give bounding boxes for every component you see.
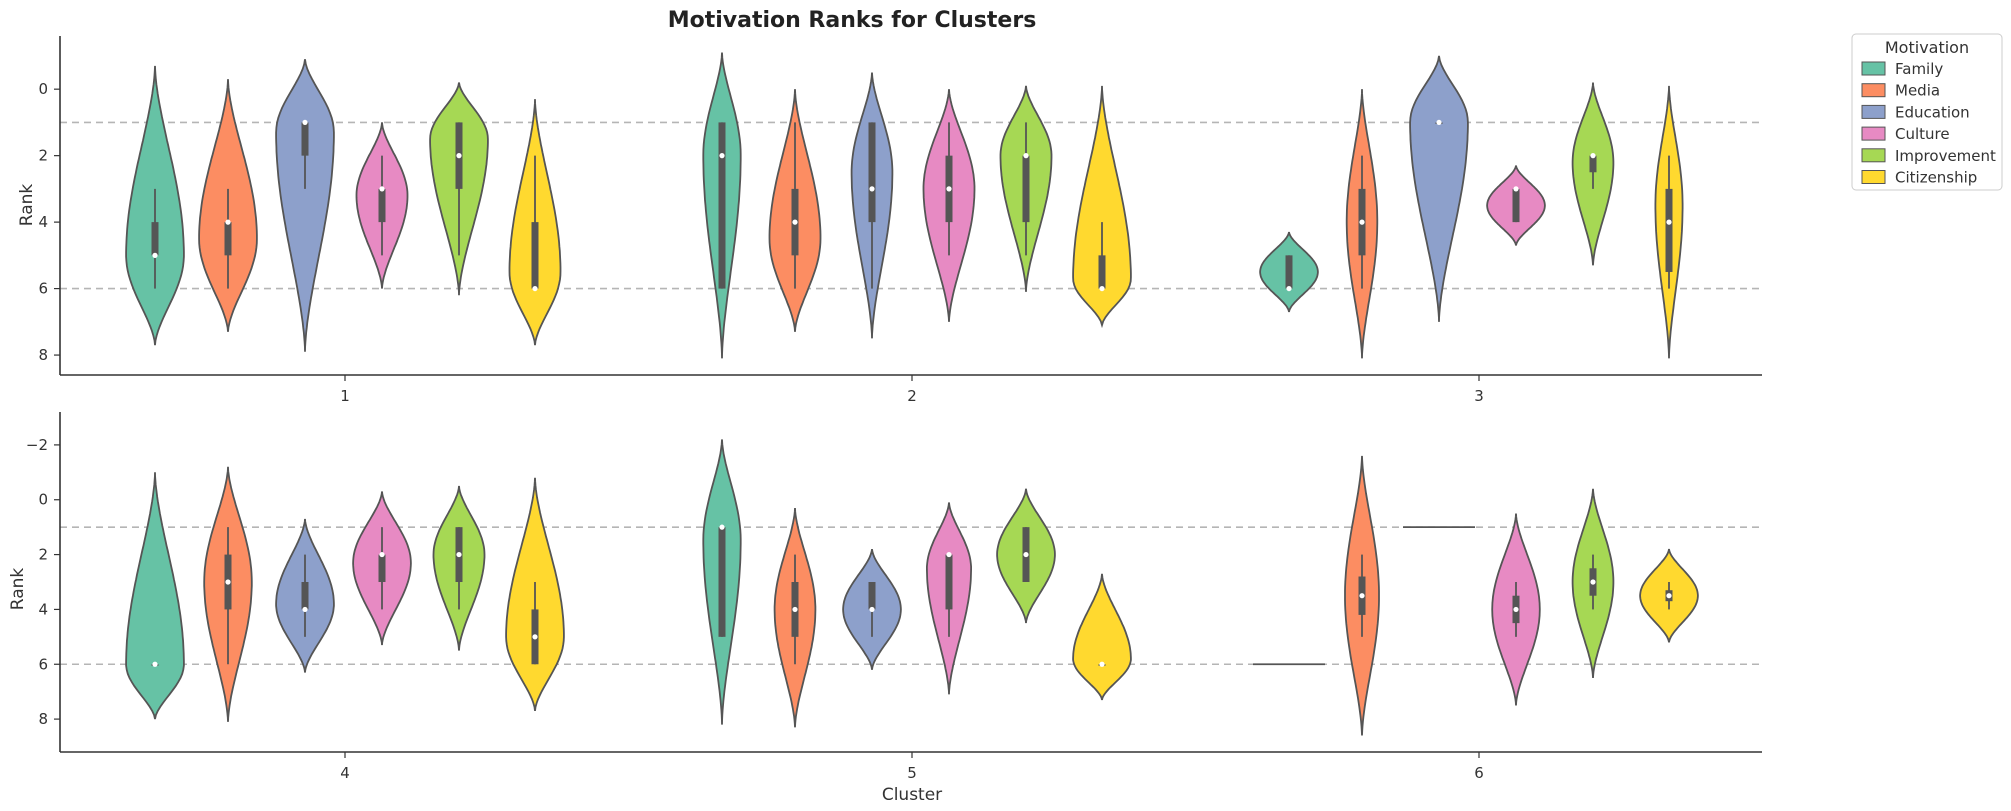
y-tick-label: 2 xyxy=(38,546,48,564)
violin-median-point xyxy=(1590,579,1596,585)
violin-iqr-box xyxy=(301,122,309,156)
violin-median-point xyxy=(1513,606,1519,613)
violin-median-point xyxy=(869,606,875,613)
violin-median-point xyxy=(379,186,385,192)
legend-title: Motivation xyxy=(1885,38,1969,57)
legend-label: Family xyxy=(1895,60,1943,78)
violin-median-point xyxy=(792,606,798,613)
x-axis-label: Cluster xyxy=(882,785,942,805)
y-axis-label-bottom: Rank xyxy=(8,568,28,611)
legend: Motivation Family Media Education Culture Im… xyxy=(1851,33,2003,191)
y-tick-label: 4 xyxy=(38,213,48,231)
violin-iqr-box xyxy=(1022,155,1030,223)
legend-label: Culture xyxy=(1895,125,1950,143)
legend-swatch xyxy=(1861,83,1886,98)
legend-label: Media xyxy=(1895,82,1940,100)
violin-median-point xyxy=(532,634,538,640)
legend-frame xyxy=(1851,33,2003,191)
x-tick-label: 3 xyxy=(1474,387,1484,405)
x-tick-label: 2 xyxy=(907,387,917,405)
legend-label: Improvement xyxy=(1895,147,1996,165)
violin-median-point xyxy=(152,252,158,258)
violin-median-point xyxy=(1666,219,1672,225)
x-tick-label: 5 xyxy=(907,764,917,782)
x-tick-label: 4 xyxy=(340,764,350,782)
legend-swatch xyxy=(1861,104,1886,119)
chart-title: Motivation Ranks for Clusters xyxy=(668,8,1037,33)
violin-median-point xyxy=(946,551,952,558)
violin-body xyxy=(1072,573,1132,701)
y-tick-label: 6 xyxy=(38,280,48,298)
violin-iqr-box xyxy=(378,554,386,582)
violin-median-point xyxy=(719,524,725,530)
violin-median-point xyxy=(719,153,725,159)
violin-median-point xyxy=(1590,153,1596,159)
y-axis-label-top: Rank xyxy=(17,184,37,227)
violin-iqr-box xyxy=(1285,255,1293,289)
x-tick-label: 1 xyxy=(340,387,350,405)
y-tick-label: 8 xyxy=(38,710,48,728)
violin-iqr-box xyxy=(1512,188,1520,223)
violin-median-point xyxy=(1286,285,1292,292)
y-tick-label: 6 xyxy=(38,655,48,673)
violin-median-point xyxy=(1666,593,1672,599)
violin-body xyxy=(275,59,335,352)
legend-swatch xyxy=(1861,148,1886,163)
violin-iqr-box xyxy=(531,222,539,289)
violin-median-point xyxy=(1023,153,1029,159)
violin-iqr-box xyxy=(151,222,159,256)
legend-label: Education xyxy=(1895,103,1970,121)
violin-body xyxy=(1409,55,1469,322)
violin-median-point xyxy=(792,219,798,225)
violin-iqr-box xyxy=(378,188,386,223)
violin-median-point xyxy=(456,551,462,558)
panels-group: 0 2 4 6 8 1 2 3 −2 0 2 4 6 8 4 5 6 xyxy=(26,36,1762,782)
violin-body xyxy=(1072,85,1132,329)
violin-median-point xyxy=(456,153,462,159)
violin-iqr-box xyxy=(945,554,953,610)
legend-swatch xyxy=(1861,126,1886,141)
y-tick-label: 0 xyxy=(38,491,48,509)
violin-body xyxy=(125,472,185,720)
violin-iqr-box xyxy=(301,582,309,610)
y-tick-label: −2 xyxy=(26,436,48,454)
violin-median-point xyxy=(869,186,875,192)
y-tick-label: 0 xyxy=(38,80,48,98)
violin-median-point xyxy=(1359,219,1365,225)
violin-median-point xyxy=(532,285,538,292)
violin-median-point xyxy=(152,661,158,667)
violin-iqr-box xyxy=(718,527,726,637)
y-tick-label: 4 xyxy=(38,600,48,618)
violin-median-point xyxy=(1513,186,1519,192)
x-tick-label: 6 xyxy=(1474,764,1484,782)
violin-median-point xyxy=(1099,661,1105,667)
violin-median-point xyxy=(1023,551,1029,558)
violin-median-point xyxy=(1099,285,1105,292)
violin-iqr-box xyxy=(718,122,726,289)
y-tick-label: 8 xyxy=(38,346,48,364)
legend-label: Citizenship xyxy=(1895,169,1977,187)
violin-median-point xyxy=(946,186,952,192)
violin-median-point xyxy=(302,606,308,613)
legend-swatch xyxy=(1861,170,1886,184)
y-tick-label: 2 xyxy=(38,147,48,165)
violin-iqr-box xyxy=(1098,255,1106,289)
violin-median-point xyxy=(379,551,385,558)
violin-median-point xyxy=(1436,119,1442,126)
violin-median-point xyxy=(225,579,231,585)
violin-median-point xyxy=(1359,593,1365,599)
violin-iqr-box xyxy=(868,122,876,223)
violin-median-point xyxy=(225,219,231,225)
legend-swatch xyxy=(1861,61,1886,76)
violin-iqr-box xyxy=(868,582,876,610)
violin-iqr-box xyxy=(224,222,232,256)
violin-iqr-box xyxy=(1589,155,1597,173)
violin-iqr-box xyxy=(1665,188,1673,272)
violin-median-point xyxy=(302,119,308,126)
